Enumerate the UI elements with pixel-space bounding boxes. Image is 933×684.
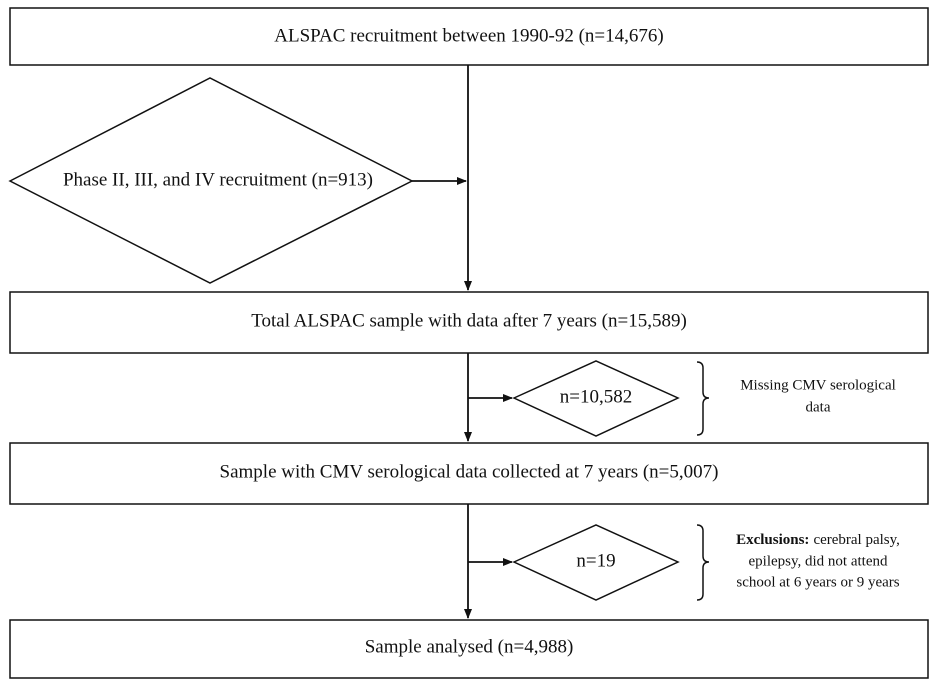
box [9, 291, 929, 354]
box [9, 442, 929, 505]
diamond-label: n=19 [576, 550, 615, 571]
note-line: Exclusions: cerebral palsy, [736, 532, 900, 548]
diamond [8, 77, 414, 284]
diamond-label: n=10,582 [560, 386, 632, 407]
box-label: Sample analysed (n=4,988) [365, 636, 574, 657]
diamond [512, 524, 680, 601]
note-line: school at 6 years or 9 years [736, 574, 899, 590]
note-line: Missing CMV serological [740, 377, 896, 393]
diamond-label: Phase II, III, and IV recruitment (n=913… [63, 169, 373, 190]
note-label: Exclusions: [736, 532, 809, 548]
box-label: Sample with CMV serological data collect… [220, 461, 719, 482]
box [9, 7, 929, 66]
box-label: ALSPAC recruitment between 1990-92 (n=14… [274, 25, 663, 46]
note-line: data [806, 399, 831, 415]
brace [696, 361, 710, 436]
box [9, 619, 929, 679]
note-text: cerebral palsy, [813, 532, 899, 548]
box-label: Total ALSPAC sample with data after 7 ye… [251, 310, 687, 331]
diamond [512, 360, 680, 437]
brace [696, 524, 710, 601]
note-line: epilepsy, did not attend [749, 553, 888, 569]
